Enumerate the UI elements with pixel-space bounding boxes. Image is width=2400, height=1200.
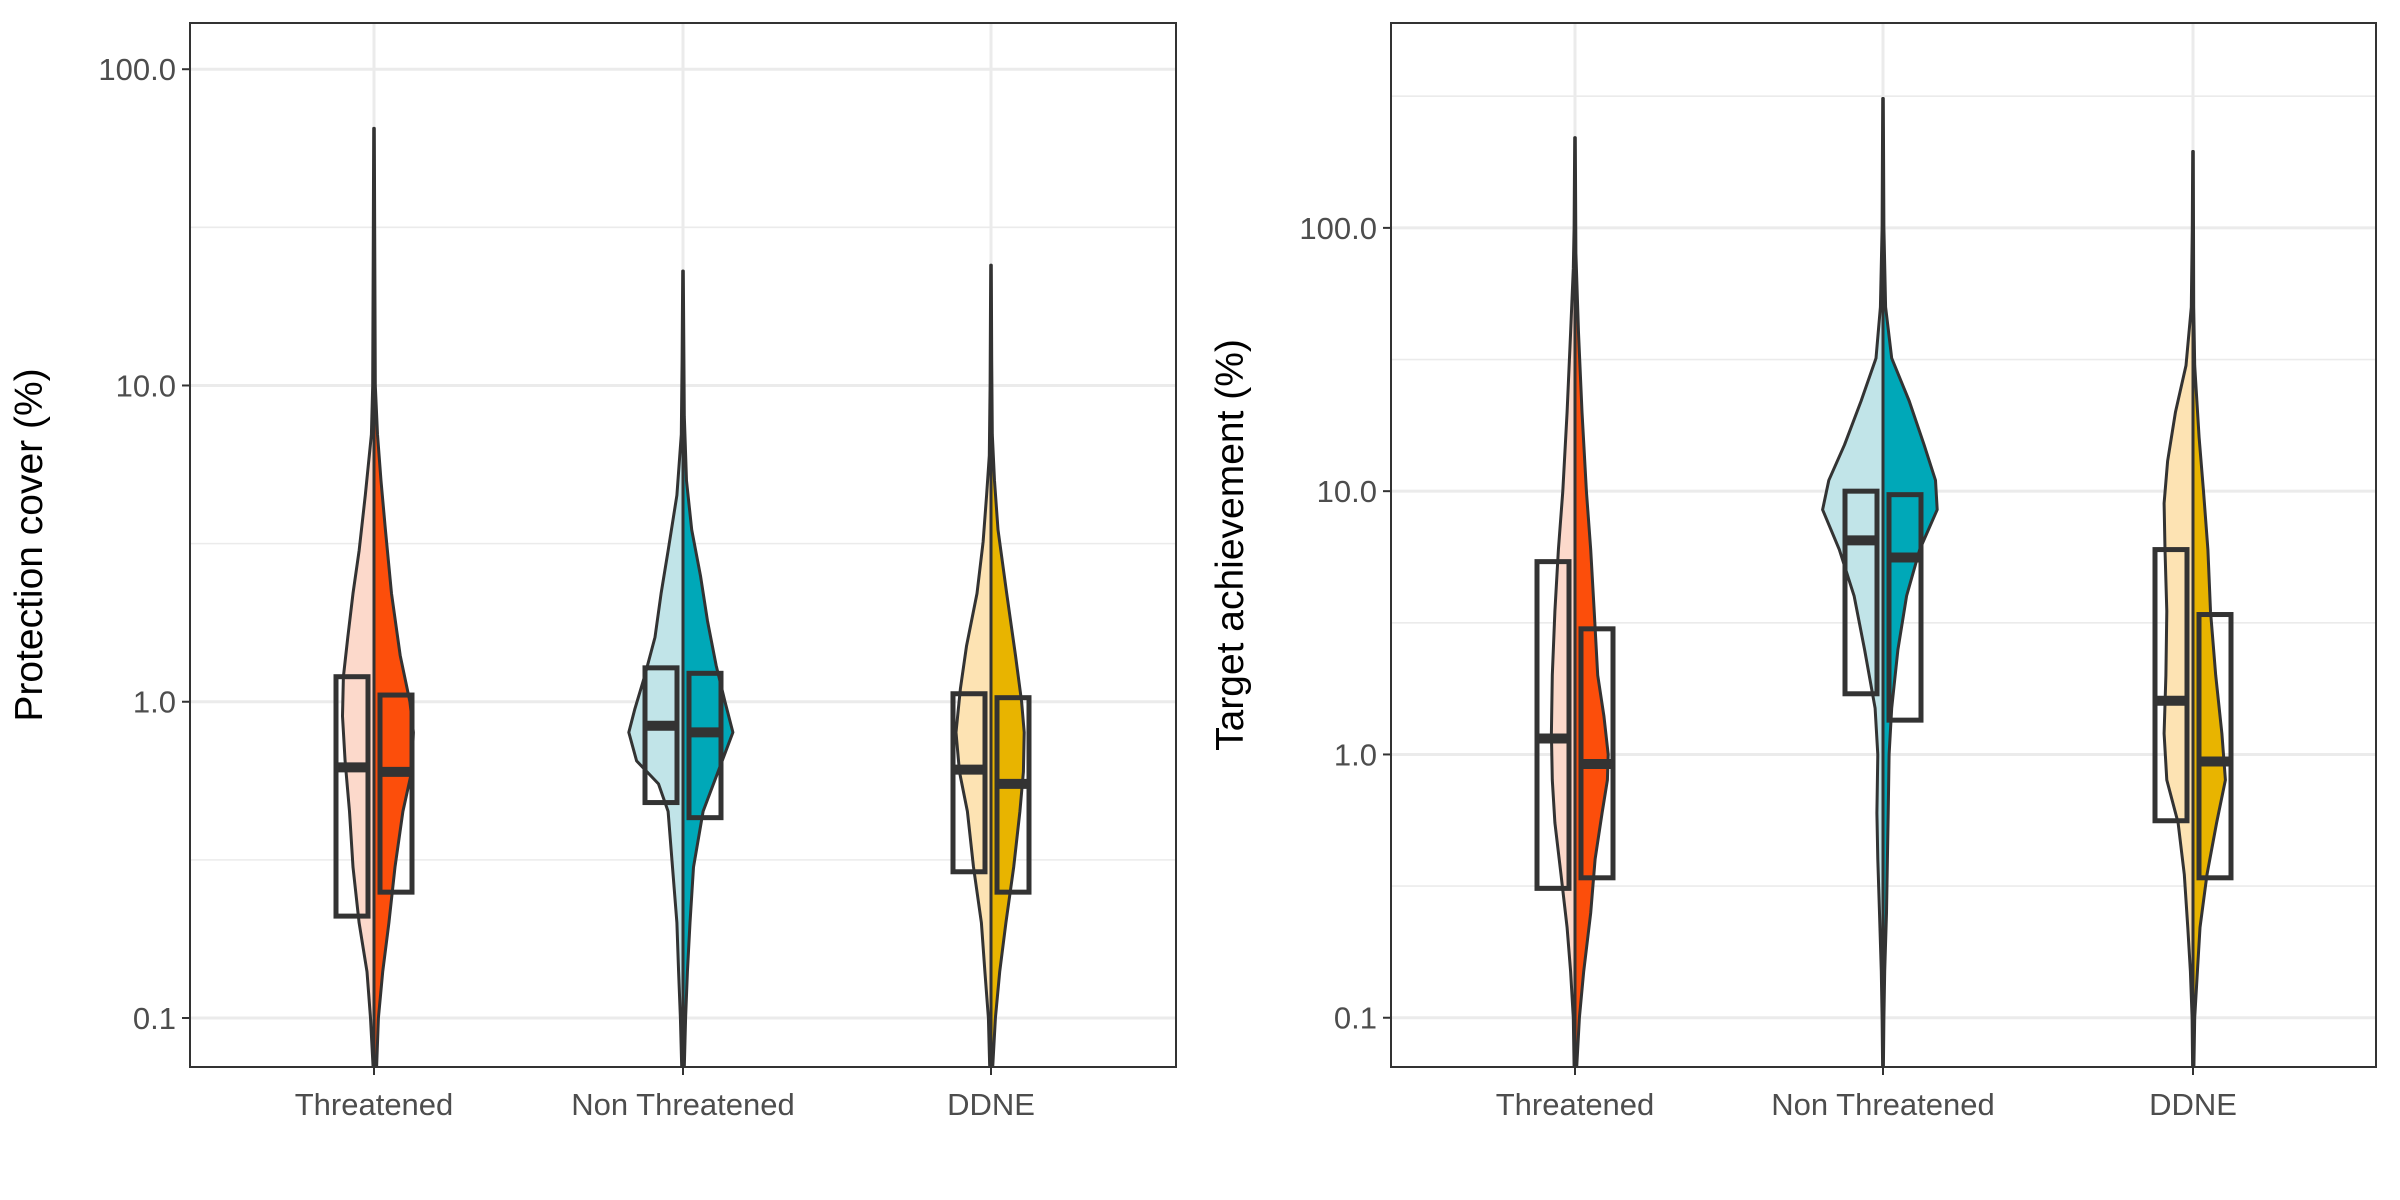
plot-marks xyxy=(1534,97,2234,1067)
y-tick-label: 0.1 xyxy=(1334,1001,1377,1036)
violin-non-threatened-right xyxy=(1881,97,1939,1067)
x-tick-label: Threatened xyxy=(295,1087,454,1122)
boxplot-ddne-left xyxy=(950,691,988,875)
x-tick-label: DDNE xyxy=(2149,1087,2237,1122)
boxplot-threatened-right xyxy=(377,692,415,895)
boxplot-non-threatened-left xyxy=(1842,488,1880,697)
boxplot-ddne-left xyxy=(2152,547,2190,824)
boxplot-non-threatened-right xyxy=(686,670,724,821)
y-tick-label: 10.0 xyxy=(1317,474,1377,509)
boxplot-threatened-left xyxy=(1534,559,1572,891)
y-axis-title: Target achievement (%) xyxy=(1209,339,1252,751)
boxplot-threatened-left xyxy=(333,674,371,919)
y-tick-label: 1.0 xyxy=(133,685,176,720)
x-tick-label: Non Threatened xyxy=(571,1087,794,1122)
y-tick-label: 10.0 xyxy=(116,368,176,403)
x-tick-label: Threatened xyxy=(1496,1087,1655,1122)
boxplot-ddne-right xyxy=(994,695,1032,895)
y-tick-label: 100.0 xyxy=(98,52,176,87)
y-tick-label: 0.1 xyxy=(133,1001,176,1036)
y-tick-label: 100.0 xyxy=(1299,211,1377,246)
y-tick-label: 1.0 xyxy=(1334,737,1377,772)
chart-panel-2: 0.1 1.0 10.0 100.0 Threatened Non Threatened D… xyxy=(1209,22,2377,1122)
y-axis-title: Protection cover (%) xyxy=(8,368,51,721)
chart-panel-1: 0.1 1.0 10.0 100.0 Threatened Non Threatened D… xyxy=(8,22,1177,1122)
boxplot-non-threatened-left xyxy=(642,665,680,806)
boxplot-ddne-right xyxy=(2196,612,2234,881)
plot-marks xyxy=(333,126,1032,1067)
boxplot-non-threatened-right xyxy=(1886,492,1924,723)
x-tick-label: DDNE xyxy=(947,1087,1035,1122)
x-tick-label: Non Threatened xyxy=(1771,1087,1994,1122)
boxplot-threatened-right xyxy=(1578,626,1616,881)
